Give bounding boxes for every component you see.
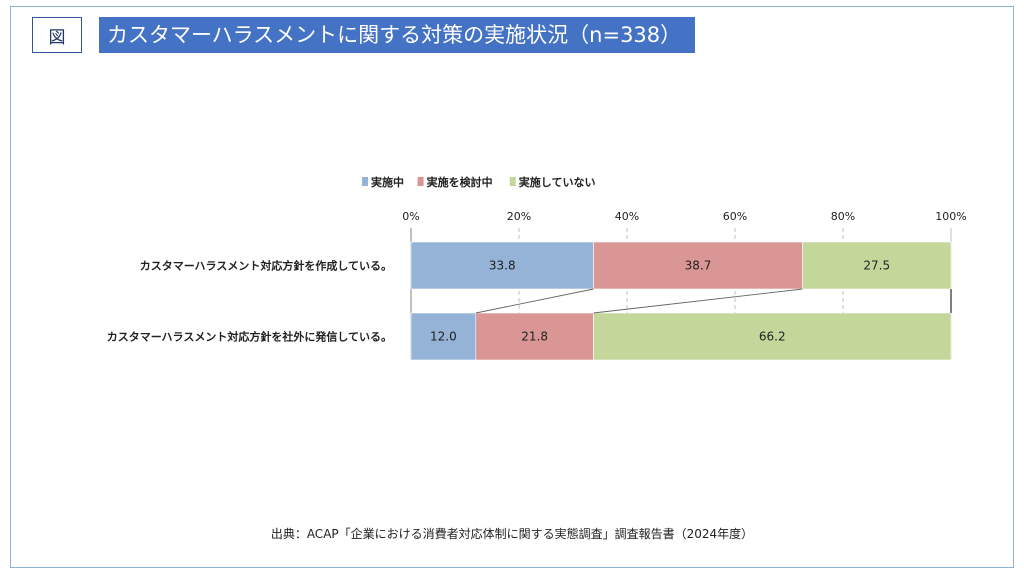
bar-segment xyxy=(475,312,594,361)
legend-swatch xyxy=(509,177,516,186)
x-tick-label: 60% xyxy=(723,210,747,223)
source-note: 出典：ACAP「企業における消費者対応体制に関する実態調査」調査報告書（2024… xyxy=(270,527,754,541)
series-connector-line xyxy=(593,288,803,314)
bar-segment xyxy=(410,312,477,361)
bar-segment xyxy=(802,241,952,290)
category-label: カスタマーハラスメント対応方針を作成している。 xyxy=(140,259,392,273)
bar-segment xyxy=(410,241,594,290)
bar-segment xyxy=(593,241,803,290)
bar-value-label: 33.8 xyxy=(489,259,516,273)
x-tick-label: 0% xyxy=(402,210,419,223)
category-label: カスタマーハラスメント対応方針を社外に発信している。 xyxy=(107,330,392,344)
figure-frame xyxy=(10,6,1014,568)
legend-label: 実施中 xyxy=(371,175,404,189)
bar-value-label: 21.8 xyxy=(521,330,548,344)
bar-value-label: 66.2 xyxy=(759,330,786,344)
x-tick-label: 80% xyxy=(831,210,855,223)
figure-label: 図 xyxy=(32,17,82,53)
legend-label: 実施していない xyxy=(519,175,596,189)
x-tick-label: 20% xyxy=(507,210,531,223)
legend-swatch xyxy=(417,177,424,186)
bar-value-label: 12.0 xyxy=(430,330,457,344)
figure-title: カスタマーハラスメントに関する対策の実施状況（n=338） xyxy=(99,17,696,53)
bar-segment xyxy=(593,312,952,361)
legend-label: 実施を検討中 xyxy=(427,175,493,189)
x-tick-label: 40% xyxy=(615,210,639,223)
bar-value-label: 27.5 xyxy=(863,259,890,273)
x-tick-label: 100% xyxy=(935,210,966,223)
bar-value-label: 38.7 xyxy=(685,259,712,273)
legend-swatch xyxy=(362,177,368,186)
series-connector-line xyxy=(475,288,594,314)
